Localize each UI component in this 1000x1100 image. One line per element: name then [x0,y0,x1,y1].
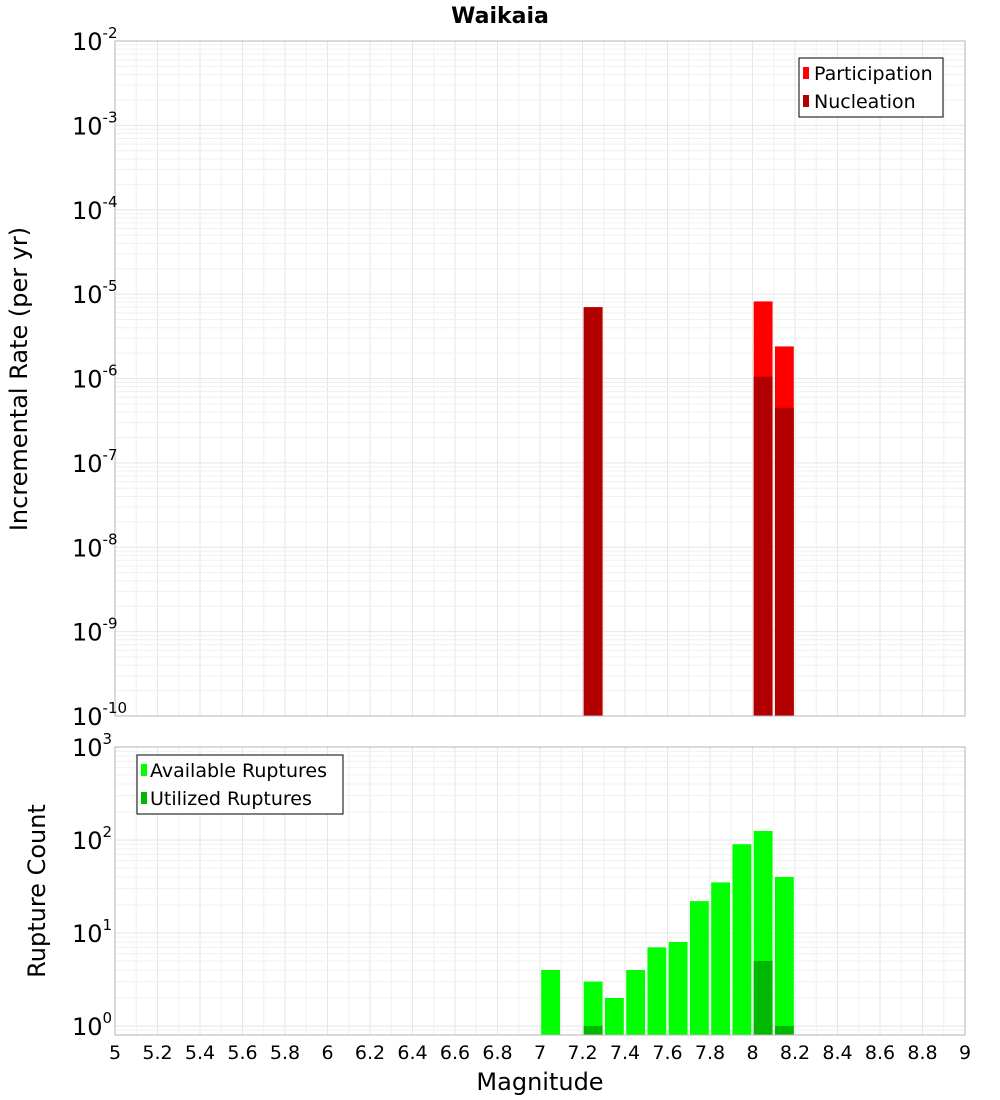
x-tick-label: 7.4 [610,1042,640,1064]
top-legend: Participation Nucleation [798,57,944,118]
legend-swatch-utilized-ruptures [141,792,147,804]
x-tick-label: 7.2 [567,1042,597,1064]
y-tick-label: 10-8 [72,530,118,562]
bar-available-ruptures [541,969,561,1035]
bar-available-ruptures [626,969,646,1035]
chart-title: Waikaia [451,4,549,29]
x-tick-label: 5.6 [227,1042,257,1064]
y-tick-label: 10-5 [72,277,118,309]
y-tick-label: 10-2 [72,24,118,56]
y-tick-label: 102 [72,823,112,855]
bar-available-ruptures [583,981,603,1035]
x-tick-label: 8.2 [780,1042,810,1064]
x-tick-label: 7 [534,1042,546,1064]
x-tick-label: 6.4 [397,1042,427,1064]
bar-available-ruptures [711,882,731,1035]
y-tick-label: 10-9 [72,615,118,647]
bar-nucleation [753,376,773,716]
y-tick-label: 100 [72,1009,112,1041]
x-axis-title: Magnitude [476,1068,603,1096]
x-tick-label: 7.8 [695,1042,725,1064]
x-tick-label: 7.6 [652,1042,682,1064]
legend-swatch-nucleation [803,95,809,107]
y-tick-label: 10-10 [72,699,127,731]
x-tick-label: 5.8 [270,1042,300,1064]
bottom-plot-bars [541,830,794,1035]
bar-nucleation [774,407,794,716]
bottom-y-tick-labels: 103 102 101 100 [72,730,112,1041]
x-tick-label: 6 [321,1042,333,1064]
bar-available-ruptures [732,844,752,1035]
bottom-plot-frame [114,746,966,1036]
x-tick-label: 5.2 [142,1042,172,1064]
bar-utilized-ruptures [774,1025,794,1035]
legend-swatch-available-ruptures [141,764,147,776]
x-tick-label: 6.2 [355,1042,385,1064]
y-tick-label: 10-7 [72,446,118,478]
bar-utilized-ruptures [753,960,773,1035]
bar-utilized-ruptures [583,1025,603,1035]
x-tick-label: 6.6 [440,1042,470,1064]
legend-label-participation: Participation [814,63,933,85]
y-tick-label: 101 [72,916,112,948]
top-plot-frame [114,40,966,717]
bar-available-ruptures [774,877,794,1035]
top-y-axis-title: Incremental Rate (per yr) [5,227,33,531]
legend-label-nucleation: Nucleation [814,91,916,113]
top-plot-grid [114,40,966,717]
top-y-tick-labels: 10-2 10-3 10-4 10-5 10-6 10-7 10-8 10-9 10-10 [72,24,127,731]
bottom-y-axis-title: Rupture Count [23,804,51,978]
x-tick-label: 8 [746,1042,758,1064]
x-tick-label: 9 [959,1042,971,1064]
x-tick-label: 8.8 [907,1042,937,1064]
x-tick-labels: 5 5.2 5.4 5.6 5.8 6 6.2 6.4 6.6 6.8 7 7.2 7.4 7.6 7.8 8… [109,1042,971,1064]
bottom-legend: Available Ruptures Utilized Ruptures [136,754,344,815]
bar-nucleation [583,307,603,716]
bar-available-ruptures [604,997,624,1035]
y-tick-label: 10-6 [72,362,118,394]
x-tick-label: 8.6 [865,1042,895,1064]
x-tick-label: 5 [109,1042,121,1064]
y-tick-label: 103 [72,730,112,762]
legend-label-available-ruptures: Available Ruptures [150,760,327,782]
bar-available-ruptures [689,901,709,1035]
y-tick-label: 10-4 [72,193,118,225]
x-tick-label: 8.4 [822,1042,852,1064]
legend-swatch-participation [803,67,809,79]
x-tick-label: 5.4 [185,1042,215,1064]
top-plot-bars [583,301,794,716]
y-tick-label: 10-3 [72,108,118,140]
legend-label-utilized-ruptures: Utilized Ruptures [150,788,312,810]
x-tick-label: 6.8 [482,1042,512,1064]
bar-available-ruptures [647,947,667,1035]
bar-available-ruptures [668,942,688,1035]
